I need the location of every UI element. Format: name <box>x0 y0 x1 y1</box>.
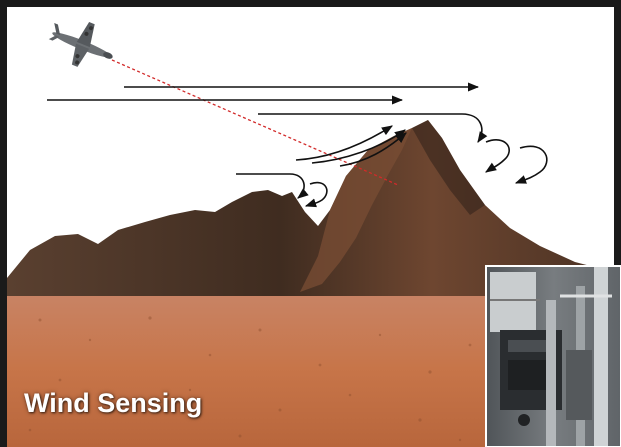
rotor-curl-2 <box>514 145 548 184</box>
rotor-curl-1 <box>485 139 510 173</box>
airplane-icon <box>48 21 113 67</box>
mountain-sunlit-face <box>300 128 412 292</box>
wind-arrow-summit-overflow <box>258 113 488 143</box>
desert-texture <box>28 316 472 442</box>
wind-arrow-updraft-3 <box>339 132 407 167</box>
mountain-range <box>7 120 614 296</box>
caption-wind-sensing: Wind Sensing <box>24 388 203 418</box>
rotor-curl-small <box>304 181 328 208</box>
wind-arrow-lower <box>236 173 309 199</box>
mountain-shadow-ridge <box>412 120 485 215</box>
wind-arrow-updraft-1 <box>295 125 393 161</box>
lidar-equipment-photo <box>485 265 621 447</box>
